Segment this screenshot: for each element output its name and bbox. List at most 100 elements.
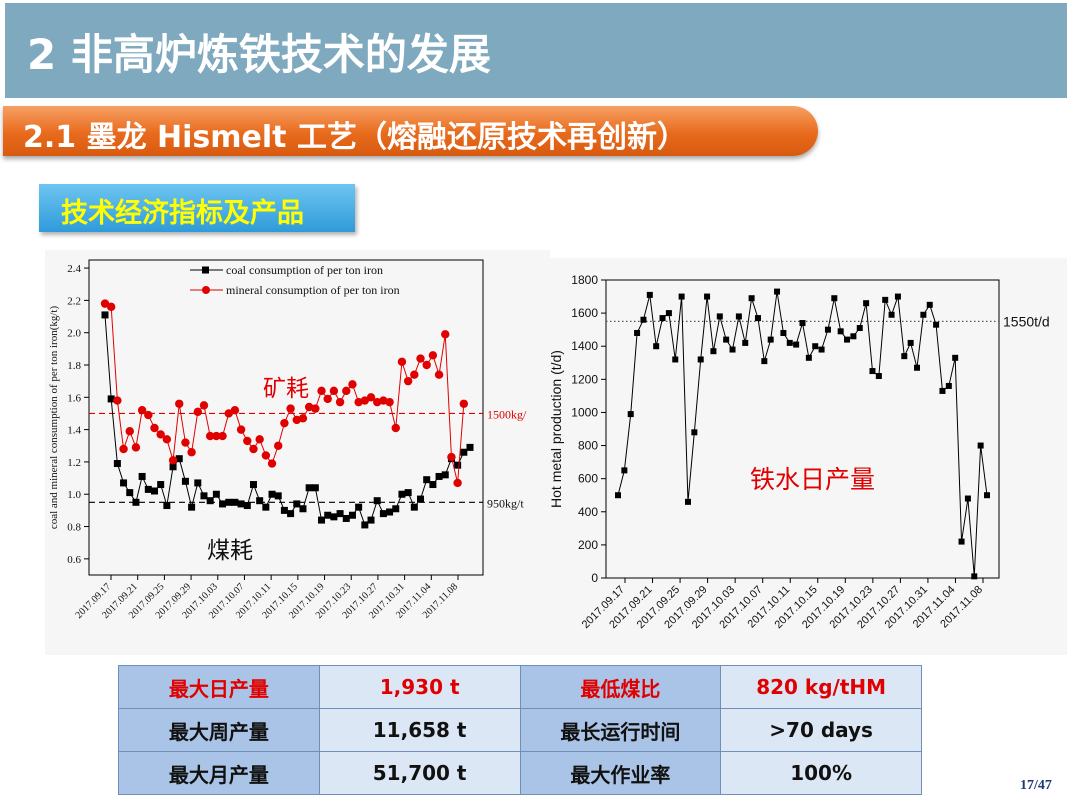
data-point <box>243 436 252 446</box>
y-tick-label: 1800 <box>571 273 598 287</box>
data-point <box>761 358 768 365</box>
data-point <box>360 396 370 405</box>
data-point <box>716 313 723 320</box>
plot-frame <box>88 259 484 576</box>
data-point <box>249 444 258 454</box>
annotation-hot-metal-output: 铁水日产量 <box>750 466 875 494</box>
data-point <box>224 409 233 418</box>
legend-marker <box>202 266 209 274</box>
data-point <box>225 498 233 506</box>
data-point <box>653 343 660 350</box>
data-point <box>163 502 171 510</box>
data-point <box>844 336 851 343</box>
data-point <box>218 431 227 441</box>
data-point <box>977 442 984 449</box>
y-tick-label: 1000 <box>571 405 598 419</box>
data-point <box>299 505 307 513</box>
metric-value: 51,700 t <box>318 751 521 795</box>
y-tick-label: 1.6 <box>67 392 81 404</box>
data-point <box>330 513 338 521</box>
data-point <box>193 407 202 417</box>
data-point <box>460 448 468 456</box>
data-point <box>748 295 755 302</box>
y-tick-label: 1.0 <box>67 489 81 501</box>
data-point <box>274 441 283 450</box>
metric-label: 最大月产量 <box>118 751 320 795</box>
section-subtitle: 2.1 墨龙 Hismelt 工艺（熔融还原技术再创新） <box>23 120 687 155</box>
data-point <box>144 410 153 420</box>
data-point <box>311 404 320 413</box>
data-point <box>786 339 793 346</box>
data-point <box>100 299 110 308</box>
data-point <box>298 414 308 423</box>
metric-label: 最大日产量 <box>118 665 320 709</box>
data-point <box>287 510 295 518</box>
data-point <box>169 463 177 471</box>
data-point <box>428 351 438 360</box>
metric-label: 最大作业率 <box>519 751 722 795</box>
data-point <box>634 329 641 336</box>
data-point <box>342 514 350 522</box>
data-point <box>894 293 901 300</box>
metric-value: 1,930 t <box>318 665 521 709</box>
y-tick-label: 1.8 <box>67 360 81 372</box>
data-point <box>194 479 202 487</box>
data-point <box>901 353 908 360</box>
data-point <box>107 395 115 403</box>
data-point <box>684 498 691 505</box>
data-point <box>434 370 444 379</box>
y-axis-label: Hot metal production (t/d) <box>548 350 564 508</box>
data-point <box>212 431 221 441</box>
data-point <box>410 370 419 379</box>
data-point <box>120 479 128 487</box>
data-point <box>818 346 825 353</box>
metric-value: 11,658 t <box>318 708 521 752</box>
y-tick-label: 1200 <box>571 372 598 386</box>
data-point <box>824 326 831 333</box>
data-point <box>336 510 344 518</box>
data-point <box>926 301 933 308</box>
data-point <box>453 478 462 488</box>
reference-line-label: 950kg/t <box>487 496 524 510</box>
data-point <box>466 443 474 451</box>
annotation-ore-consumption: 矿耗 <box>263 375 309 401</box>
metric-value: 100% <box>720 751 922 795</box>
data-point <box>188 503 196 511</box>
data-point <box>119 444 128 454</box>
data-point <box>735 313 742 320</box>
data-point <box>385 397 394 407</box>
data-point <box>236 425 246 434</box>
data-point <box>187 448 196 457</box>
data-point <box>126 489 134 497</box>
data-point <box>397 357 407 366</box>
consumption-chart-svg: 0.6 0.8 1.0 1.2 1.4 1.6 1.8 2.0 2.2 2.4 coal and m… <box>48 259 527 621</box>
data-point <box>958 538 965 545</box>
data-point <box>200 492 208 500</box>
data-point <box>710 348 717 355</box>
page-number: 17/47 <box>1020 778 1052 793</box>
data-point <box>138 472 146 480</box>
data-point <box>274 492 282 500</box>
data-point <box>665 310 672 317</box>
data-point <box>837 328 844 335</box>
data-point <box>348 511 356 519</box>
data-point <box>417 495 425 503</box>
data-point <box>914 364 921 371</box>
y-tick-label: 1600 <box>571 306 598 320</box>
data-point <box>317 386 326 396</box>
data-point <box>157 481 165 489</box>
data-point <box>249 481 257 489</box>
data-point <box>361 521 369 529</box>
data-point <box>939 387 946 394</box>
reference-line-label: 1500kg/ <box>487 407 527 421</box>
metric-label: 最低煤比 <box>519 665 722 709</box>
data-point <box>268 490 276 498</box>
data-point <box>723 336 730 343</box>
data-point <box>907 339 914 346</box>
data-point <box>286 404 295 413</box>
data-point <box>869 368 876 375</box>
data-point <box>621 467 628 474</box>
reference-line-label: 1550t/d <box>1003 313 1050 329</box>
data-point <box>386 508 394 516</box>
data-point <box>793 341 800 348</box>
